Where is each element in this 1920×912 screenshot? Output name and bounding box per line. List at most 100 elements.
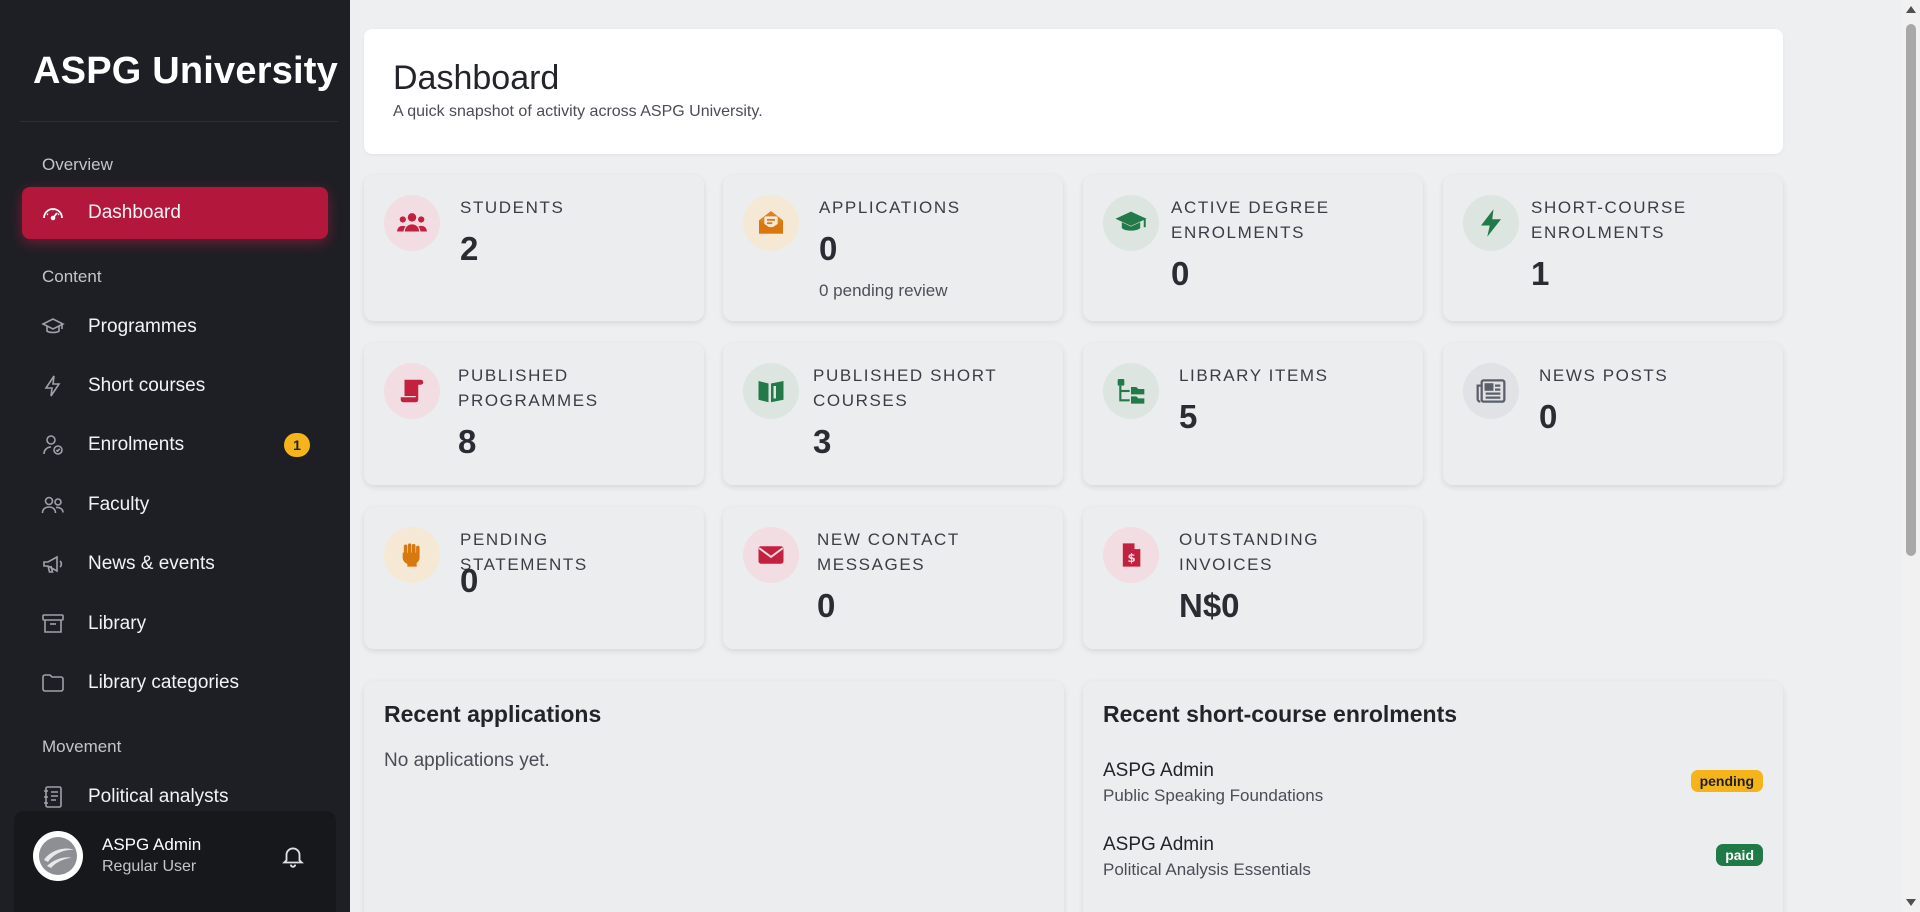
bolt-icon bbox=[40, 373, 66, 399]
sidebar-item-faculty[interactable]: Faculty bbox=[22, 479, 328, 531]
enrolment-name: ASPG Admin bbox=[1103, 834, 1214, 855]
svg-text:$: $ bbox=[1128, 551, 1136, 565]
sidebar-item-enrolments[interactable]: Enrolments 1 bbox=[22, 419, 328, 471]
sidebar-item-label: Short courses bbox=[88, 375, 206, 396]
avatar[interactable] bbox=[33, 831, 83, 881]
invoice-icon: $ bbox=[1103, 527, 1159, 583]
empty-state-text: No applications yet. bbox=[384, 750, 550, 771]
folder-icon bbox=[40, 670, 66, 696]
stat-label: Short-course enrolments bbox=[1531, 198, 1687, 242]
page-subtitle: A quick snapshot of activity across ASPG… bbox=[393, 103, 763, 120]
stat-value: 3 bbox=[813, 423, 832, 460]
stat-card-new-contact-messages[interactable]: New contact messages 0 bbox=[723, 507, 1063, 649]
status-badge: pending bbox=[1690, 770, 1763, 792]
users-icon bbox=[384, 195, 440, 251]
stat-label: Library items bbox=[1179, 366, 1329, 385]
enrolment-course: Public Speaking Foundations bbox=[1103, 786, 1324, 805]
sidebar-item-dashboard[interactable]: Dashboard bbox=[22, 187, 328, 239]
stat-card-library-items[interactable]: Library items 5 bbox=[1083, 343, 1423, 485]
user-check-icon bbox=[40, 432, 66, 458]
sidebar-item-short-courses[interactable]: Short courses bbox=[22, 360, 328, 412]
bell-icon[interactable] bbox=[280, 843, 306, 869]
stat-note: 0 pending review bbox=[819, 281, 948, 300]
megaphone-icon bbox=[40, 551, 66, 577]
bolt-icon bbox=[1463, 195, 1519, 251]
stat-value: 8 bbox=[458, 423, 477, 460]
sidebar-item-label: Programmes bbox=[88, 316, 197, 337]
stat-value: 0 bbox=[1539, 398, 1558, 435]
sidebar-item-programmes[interactable]: Programmes bbox=[22, 301, 328, 353]
panel-title: Recent applications bbox=[384, 701, 602, 727]
enrolment-name: ASPG Admin bbox=[1103, 760, 1214, 781]
folder-tree-icon bbox=[1103, 363, 1159, 419]
sidebar-item-label: Library bbox=[88, 613, 147, 634]
panel-title: Recent short-course enrolments bbox=[1103, 701, 1458, 727]
sidebar-item-library[interactable]: Library bbox=[22, 598, 328, 650]
stat-value: 0 bbox=[1171, 255, 1190, 292]
stat-label: News posts bbox=[1539, 366, 1669, 385]
stat-card-short-course-enrolments[interactable]: Short-course enrolments 1 bbox=[1443, 175, 1783, 321]
brand-title: ASPG University bbox=[33, 50, 338, 92]
stat-label: Outstanding invoices bbox=[1179, 530, 1320, 574]
list-item[interactable]: ASPG Admin Political Analysis Essentials… bbox=[1103, 834, 1763, 890]
stat-label: Pending statements bbox=[460, 530, 588, 574]
scroll-down-arrow-icon[interactable] bbox=[1906, 899, 1916, 906]
enrolments-count-badge: 1 bbox=[284, 433, 310, 457]
section-label-overview: Overview bbox=[42, 155, 113, 174]
envelope-open-icon bbox=[743, 195, 799, 251]
stat-card-news-posts[interactable]: News posts 0 bbox=[1443, 343, 1783, 485]
sidebar-item-label: Library categories bbox=[88, 672, 240, 693]
page-scrollbar[interactable] bbox=[1902, 0, 1920, 912]
stat-label: Students bbox=[460, 198, 565, 217]
sidebar-item-news-events[interactable]: News & events bbox=[22, 538, 328, 590]
recent-enrolments-panel: Recent short-course enrolments ASPG Admi… bbox=[1083, 681, 1783, 912]
page-title: Dashboard bbox=[393, 59, 560, 97]
stat-value: 5 bbox=[1179, 398, 1198, 435]
graduation-cap-icon bbox=[1103, 195, 1159, 251]
stat-card-students[interactable]: Students 2 bbox=[364, 175, 704, 321]
stat-card-outstanding-invoices[interactable]: $ Outstanding invoices N$0 bbox=[1083, 507, 1423, 649]
envelope-icon bbox=[743, 527, 799, 583]
user-role: Regular User bbox=[102, 858, 197, 875]
fist-icon bbox=[384, 527, 440, 583]
stat-card-active-degree-enrolments[interactable]: Active degree enrolments 0 bbox=[1083, 175, 1423, 321]
stat-value: 1 bbox=[1531, 255, 1550, 292]
enrolment-course: Political Analysis Essentials bbox=[1103, 860, 1311, 879]
list-item[interactable]: ASPG Admin Public Speaking Foundations p… bbox=[1103, 760, 1763, 816]
stat-label: Active degree enrolments bbox=[1171, 198, 1330, 242]
section-label-content: Content bbox=[42, 267, 102, 286]
stat-value: 0 bbox=[817, 587, 836, 624]
archive-icon bbox=[40, 611, 66, 637]
scroll-thumb[interactable] bbox=[1906, 24, 1916, 556]
stat-card-published-short-courses[interactable]: Published short courses 3 bbox=[723, 343, 1063, 485]
page-header: Dashboard A quick snapshot of activity a… bbox=[364, 29, 1783, 154]
users-icon bbox=[40, 492, 66, 518]
stat-label: Published programmes bbox=[458, 366, 599, 410]
sidebar-item-label: Faculty bbox=[88, 494, 150, 515]
section-label-movement: Movement bbox=[42, 737, 122, 756]
graduation-cap-icon bbox=[40, 314, 66, 340]
newspaper-icon bbox=[1463, 363, 1519, 419]
stat-card-applications[interactable]: Applications 0 0 pending review bbox=[723, 175, 1063, 321]
stat-value: 0 bbox=[819, 230, 838, 267]
recent-applications-panel: Recent applications No applications yet. bbox=[364, 681, 1064, 912]
sidebar-item-library-categories[interactable]: Library categories bbox=[22, 657, 328, 709]
gauge-icon bbox=[40, 200, 66, 226]
status-badge: paid bbox=[1716, 844, 1763, 866]
book-open-icon bbox=[743, 363, 799, 419]
scroll-icon bbox=[384, 363, 440, 419]
user-panel[interactable]: ASPG Admin Regular User bbox=[14, 811, 336, 912]
sidebar-item-political-analysts[interactable]: Political analysts bbox=[22, 771, 328, 823]
sidebar: ASPG University Overview Dashboard Conte… bbox=[0, 0, 350, 912]
sidebar-item-label: Enrolments bbox=[88, 434, 185, 455]
stat-value: 2 bbox=[460, 230, 479, 267]
sidebar-item-label: News & events bbox=[88, 553, 215, 574]
stat-value: 0 bbox=[460, 562, 479, 599]
scroll-up-arrow-icon[interactable] bbox=[1906, 6, 1916, 13]
stat-card-pending-statements[interactable]: Pending statements 0 bbox=[364, 507, 704, 649]
stat-card-published-programmes[interactable]: Published programmes 8 bbox=[364, 343, 704, 485]
brand-divider bbox=[20, 121, 338, 122]
sidebar-item-label: Dashboard bbox=[88, 202, 181, 223]
notebook-icon bbox=[40, 784, 66, 810]
stat-label: Published short courses bbox=[813, 366, 997, 410]
